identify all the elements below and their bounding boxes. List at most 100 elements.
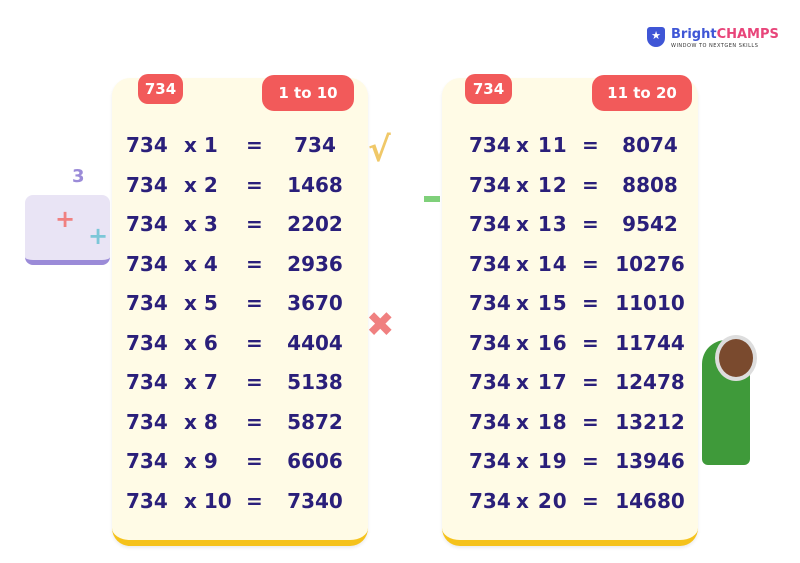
row-mult: x 18 bbox=[516, 409, 568, 434]
row-eq: = bbox=[246, 251, 263, 276]
row-mult: x 9 bbox=[184, 449, 218, 473]
range-tag: 1 to 10 bbox=[262, 75, 354, 111]
row-eq: = bbox=[246, 409, 263, 434]
table-card-1 bbox=[112, 78, 368, 546]
row-result: 12478 bbox=[615, 370, 685, 394]
table-row: 734 x 17 = 12478 bbox=[442, 370, 698, 400]
number-tag: 734 bbox=[138, 74, 183, 104]
row-base: 734 bbox=[126, 172, 168, 197]
row-mult: x 7 bbox=[184, 370, 218, 394]
table-row: 734 x 2 = 1468 bbox=[112, 173, 368, 203]
row-mult: x 15 bbox=[516, 291, 568, 315]
tagline: WINDOW TO NEXTGEN SKILLS bbox=[671, 43, 759, 49]
row-mult: x 3 bbox=[184, 212, 218, 236]
brand-part: Bright bbox=[671, 27, 717, 42]
row-result: 7340 bbox=[287, 488, 343, 513]
row-base: 734 bbox=[126, 212, 168, 236]
row-result: 13212 bbox=[615, 409, 685, 434]
multiply-icon: ✖ bbox=[366, 305, 395, 345]
star-shield-icon: ★ bbox=[647, 27, 665, 47]
row-base: 734 bbox=[126, 251, 168, 276]
table-row: 734 x 7 = 5138 bbox=[112, 370, 368, 400]
row-base: 734 bbox=[126, 291, 168, 315]
row-result: 2936 bbox=[287, 251, 343, 276]
table-row: 734 x 10 = 7340 bbox=[112, 489, 368, 519]
table-row: 734 x 18 = 13212 bbox=[442, 410, 698, 440]
table-row: 734 x 8 = 5872 bbox=[112, 410, 368, 440]
row-result: 8074 bbox=[622, 133, 678, 157]
row-eq: = bbox=[582, 449, 599, 473]
brand-name: BrightCHAMPS bbox=[671, 27, 779, 42]
row-mult: x 19 bbox=[516, 449, 568, 473]
table-row: 734 x 3 = 2202 bbox=[112, 212, 368, 242]
row-eq: = bbox=[582, 291, 599, 315]
row-eq: = bbox=[246, 172, 263, 197]
row-eq: = bbox=[582, 330, 599, 355]
book-illustration bbox=[25, 195, 110, 265]
row-eq: = bbox=[582, 212, 599, 236]
row-result: 1468 bbox=[287, 172, 343, 197]
row-result: 11744 bbox=[615, 330, 685, 355]
table-row: 734 x 16 = 11744 bbox=[442, 331, 698, 361]
row-mult: x 1 bbox=[184, 133, 218, 157]
row-mult: x 13 bbox=[516, 212, 568, 236]
row-base: 734 bbox=[126, 409, 168, 434]
row-mult: x 6 bbox=[184, 330, 218, 355]
row-result: 8808 bbox=[622, 172, 678, 197]
table-row: 734 x 1 = 734 bbox=[112, 133, 368, 163]
row-eq: = bbox=[582, 409, 599, 434]
row-eq: = bbox=[246, 291, 263, 315]
row-base: 734 bbox=[126, 370, 168, 394]
row-eq: = bbox=[582, 488, 599, 513]
table-row: 734 x 13 = 9542 bbox=[442, 212, 698, 242]
table-row: 734 x 5 = 3670 bbox=[112, 291, 368, 321]
row-result: 11010 bbox=[615, 291, 685, 315]
row-result: 6606 bbox=[287, 449, 343, 473]
table-row: 734 x 4 = 2936 bbox=[112, 252, 368, 282]
row-result: 5138 bbox=[287, 370, 343, 394]
row-eq: = bbox=[246, 488, 263, 513]
plus-icon: + bbox=[55, 205, 76, 233]
row-base: 734 bbox=[469, 330, 511, 355]
row-base: 734 bbox=[469, 251, 511, 276]
row-eq: = bbox=[246, 370, 263, 394]
row-eq: = bbox=[582, 172, 599, 197]
row-mult: x 16 bbox=[516, 330, 568, 355]
table-row: 734 x 11 = 8074 bbox=[442, 133, 698, 163]
brand-part: CHAMPS bbox=[716, 27, 779, 42]
table-row: 734 x 15 = 11010 bbox=[442, 291, 698, 321]
minus-icon bbox=[424, 196, 440, 202]
row-eq: = bbox=[246, 330, 263, 355]
row-base: 734 bbox=[469, 133, 511, 157]
row-eq: = bbox=[582, 133, 599, 157]
row-result: 9542 bbox=[622, 212, 678, 236]
row-mult: x 5 bbox=[184, 291, 218, 315]
row-mult: x 20 bbox=[516, 488, 568, 513]
row-eq: = bbox=[246, 133, 263, 157]
table-card-2 bbox=[442, 78, 698, 546]
row-eq: = bbox=[582, 370, 599, 394]
row-base: 734 bbox=[469, 409, 511, 434]
plus-icon: + bbox=[88, 222, 109, 250]
row-base: 734 bbox=[469, 172, 511, 197]
table-row: 734 x 14 = 10276 bbox=[442, 252, 698, 282]
row-result: 4404 bbox=[287, 330, 343, 355]
row-base: 734 bbox=[126, 449, 168, 473]
row-eq: = bbox=[246, 212, 263, 236]
row-mult: x 8 bbox=[184, 409, 218, 434]
range-tag: 11 to 20 bbox=[592, 75, 692, 111]
row-base: 734 bbox=[469, 212, 511, 236]
row-result: 10276 bbox=[615, 251, 685, 276]
table-row: 734 x 6 = 4404 bbox=[112, 331, 368, 361]
row-eq: = bbox=[582, 251, 599, 276]
row-base: 734 bbox=[126, 330, 168, 355]
table-row: 734 x 9 = 6606 bbox=[112, 449, 368, 479]
row-mult: x 10 bbox=[184, 488, 232, 513]
row-result: 5872 bbox=[287, 409, 343, 434]
character-head bbox=[715, 335, 757, 381]
row-result: 3670 bbox=[287, 291, 343, 315]
row-mult: x 17 bbox=[516, 370, 568, 394]
row-base: 734 bbox=[469, 488, 511, 513]
table-row: 734 x 12 = 8808 bbox=[442, 173, 698, 203]
row-base: 734 bbox=[469, 449, 511, 473]
